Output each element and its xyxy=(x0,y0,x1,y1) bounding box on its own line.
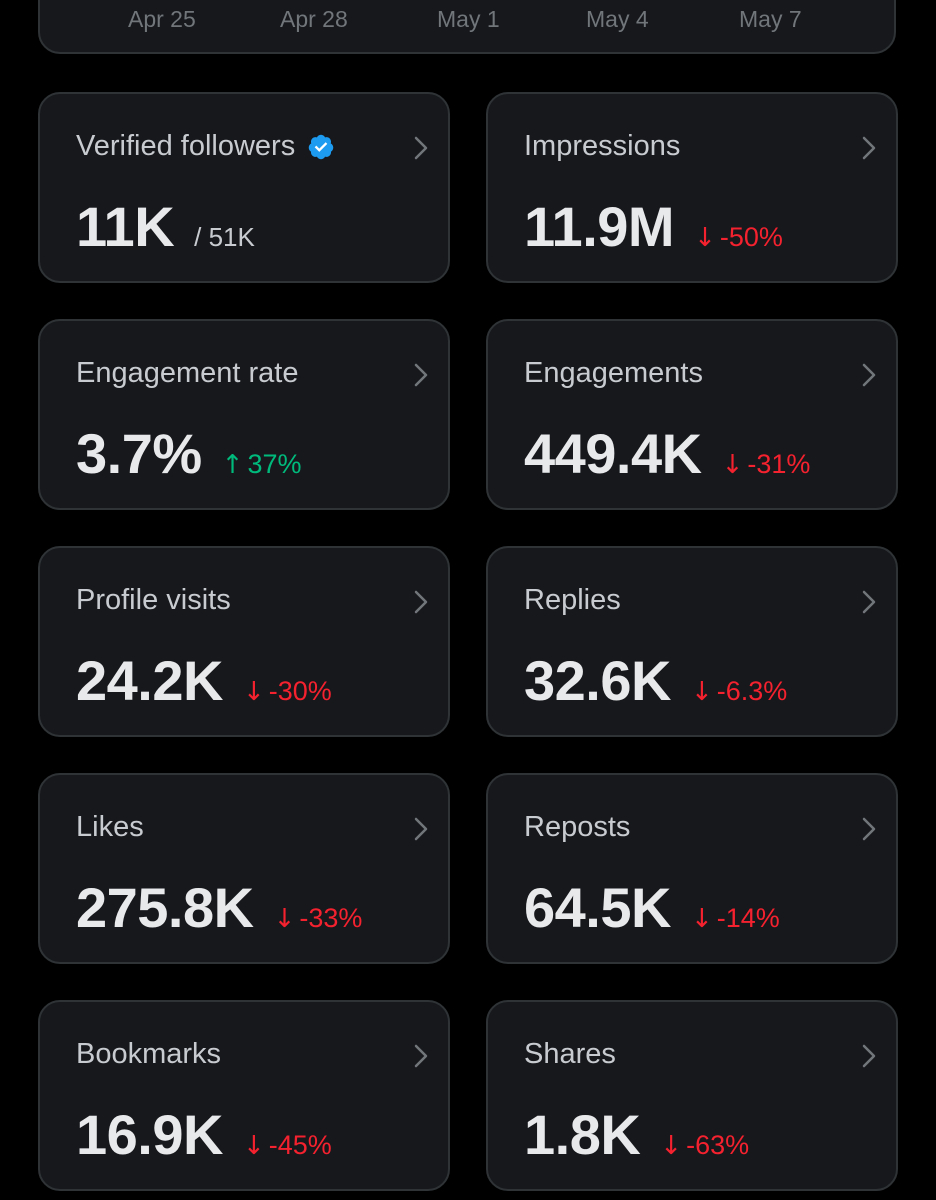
metric-title-row: Engagements xyxy=(524,357,703,390)
metric-delta: ↓ -30% xyxy=(243,676,332,707)
metric-delta: ↓ -63% xyxy=(660,1130,749,1161)
x-axis-ticks: Apr 25 Apr 28 May 1 May 4 May 7 xyxy=(40,6,894,40)
arrow-down-icon: ↓ xyxy=(721,450,744,480)
metric-card-bookmarks[interactable]: Bookmarks 16.9K ↓ -45% xyxy=(38,1000,450,1191)
metric-value: 16.9K xyxy=(76,1103,223,1166)
metric-value-row: 1.8K ↓ -63% xyxy=(524,1102,749,1167)
metric-value-row: 32.6K ↓ -6.3% xyxy=(524,648,787,713)
metric-delta: ↓ -31% xyxy=(722,449,811,480)
x-tick-label: May 4 xyxy=(586,6,649,32)
metric-title: Engagements xyxy=(524,357,703,389)
metric-value-row: 275.8K ↓ -33% xyxy=(76,875,362,940)
delta-value: -50% xyxy=(719,222,783,252)
chevron-right-icon xyxy=(862,136,876,160)
arrow-down-icon: ↓ xyxy=(242,1131,265,1161)
chevron-right-icon xyxy=(414,1044,428,1068)
metric-value: 24.2K xyxy=(76,649,223,712)
metric-value-row: 24.2K ↓ -30% xyxy=(76,648,332,713)
metric-title-row: Bookmarks xyxy=(76,1038,221,1071)
metric-value: 11K xyxy=(76,195,175,258)
metric-total: / 51K xyxy=(194,222,255,252)
metric-value-row: 11K / 51K xyxy=(76,194,255,259)
metrics-grid: Verified followers 11K / 51K Impressions xyxy=(38,92,898,1191)
metric-value-row: 16.9K ↓ -45% xyxy=(76,1102,332,1167)
metric-title-row: Profile visits xyxy=(76,584,231,617)
verified-badge-icon xyxy=(308,134,334,159)
metric-value: 3.7% xyxy=(76,422,202,485)
metric-title: Verified followers xyxy=(76,130,296,162)
metric-value: 11.9M xyxy=(524,195,675,258)
metric-value-row: 64.5K ↓ -14% xyxy=(524,875,780,940)
metric-title-row: Shares xyxy=(524,1038,616,1071)
metric-value: 1.8K xyxy=(524,1103,641,1166)
metric-title: Engagement rate xyxy=(76,357,299,389)
metric-title-row: Engagement rate xyxy=(76,357,298,390)
metric-title: Profile visits xyxy=(76,584,231,616)
metric-delta: ↑ 37% xyxy=(222,449,302,480)
metric-title: Likes xyxy=(76,811,144,843)
metric-title-row: Replies xyxy=(524,584,621,617)
chevron-right-icon xyxy=(414,136,428,160)
metric-delta: ↓ -14% xyxy=(691,903,780,934)
metric-value: 32.6K xyxy=(524,649,671,712)
arrow-up-icon: ↑ xyxy=(221,450,244,480)
delta-value: 37% xyxy=(247,449,302,479)
arrow-down-icon: ↓ xyxy=(690,904,713,934)
chevron-right-icon xyxy=(862,363,876,387)
x-tick-label: Apr 25 xyxy=(128,6,196,32)
arrow-down-icon: ↓ xyxy=(690,677,713,707)
chart-card: Apr 25 Apr 28 May 1 May 4 May 7 xyxy=(38,0,896,54)
metric-card-engagement-rate[interactable]: Engagement rate 3.7% ↑ 37% xyxy=(38,319,450,510)
metric-delta: ↓ -33% xyxy=(274,903,363,934)
arrow-down-icon: ↓ xyxy=(694,223,716,253)
delta-value: -31% xyxy=(747,449,811,479)
metric-title: Reposts xyxy=(524,811,631,843)
metric-delta: ↓ -50% xyxy=(694,222,783,253)
metric-card-engagements[interactable]: Engagements 449.4K ↓ -31% xyxy=(486,319,898,510)
x-tick-label: Apr 28 xyxy=(280,6,348,32)
metric-title: Replies xyxy=(524,584,621,616)
metric-delta: ↓ -45% xyxy=(243,1130,332,1161)
x-tick-label: May 1 xyxy=(437,6,500,32)
metric-title-row: Reposts xyxy=(524,811,630,844)
metric-card-replies[interactable]: Replies 32.6K ↓ -6.3% xyxy=(486,546,898,737)
chevron-right-icon xyxy=(414,817,428,841)
delta-value: -30% xyxy=(268,676,332,706)
arrow-down-icon: ↓ xyxy=(273,904,296,934)
metric-delta: ↓ -6.3% xyxy=(691,676,787,707)
delta-value: -6.3% xyxy=(716,676,788,706)
metric-value-row: 449.4K ↓ -31% xyxy=(524,421,810,486)
arrow-down-icon: ↓ xyxy=(242,677,265,707)
delta-value: -33% xyxy=(299,903,363,933)
metric-title-row: Likes xyxy=(76,811,144,844)
metric-card-shares[interactable]: Shares 1.8K ↓ -63% xyxy=(486,1000,898,1191)
x-tick-label: May 7 xyxy=(739,6,802,32)
metric-card-reposts[interactable]: Reposts 64.5K ↓ -14% xyxy=(486,773,898,964)
delta-value: -45% xyxy=(268,1130,332,1160)
metric-value-row: 11.9M ↓ -50% xyxy=(524,194,783,259)
metric-card-impressions[interactable]: Impressions 11.9M ↓ -50% xyxy=(486,92,898,283)
metric-value: 64.5K xyxy=(524,876,671,939)
arrow-down-icon: ↓ xyxy=(660,1131,683,1161)
metric-title-row: Verified followers xyxy=(76,130,335,163)
metric-title: Shares xyxy=(524,1038,616,1070)
metric-value-row: 3.7% ↑ 37% xyxy=(76,421,301,486)
delta-value: -14% xyxy=(716,903,780,933)
metric-title: Bookmarks xyxy=(76,1038,222,1070)
metric-title-row: Impressions xyxy=(524,130,680,163)
chevron-right-icon xyxy=(414,590,428,614)
chevron-right-icon xyxy=(862,1044,876,1068)
chevron-right-icon xyxy=(862,817,876,841)
metric-title: Impressions xyxy=(524,130,681,162)
metric-card-profile-visits[interactable]: Profile visits 24.2K ↓ -30% xyxy=(38,546,450,737)
chevron-right-icon xyxy=(414,363,428,387)
chevron-right-icon xyxy=(862,590,876,614)
delta-value: -63% xyxy=(686,1130,750,1160)
metric-card-likes[interactable]: Likes 275.8K ↓ -33% xyxy=(38,773,450,964)
metric-card-verified-followers[interactable]: Verified followers 11K / 51K xyxy=(38,92,450,283)
metric-value: 449.4K xyxy=(524,422,702,485)
metric-value: 275.8K xyxy=(76,876,254,939)
